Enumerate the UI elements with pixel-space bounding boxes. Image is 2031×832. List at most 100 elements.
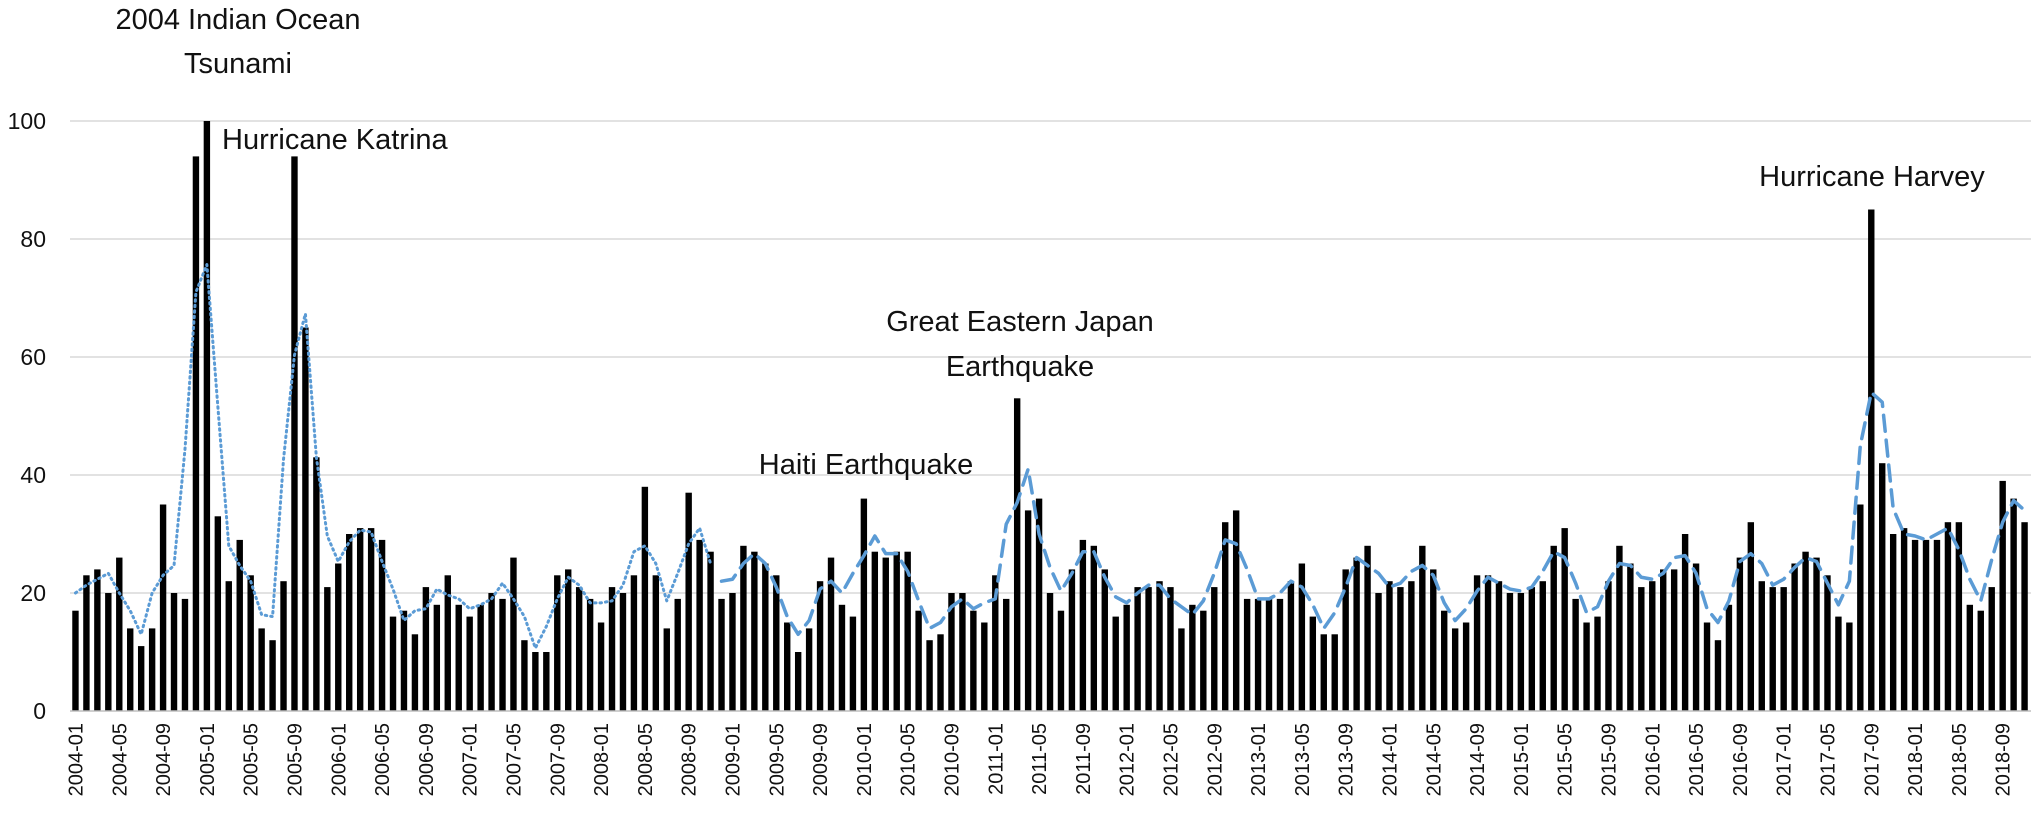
bar	[181, 598, 189, 711]
x-tick-label: 2010-09	[941, 723, 963, 796]
bar	[1112, 616, 1119, 711]
bar	[236, 539, 243, 711]
bar	[1024, 510, 1032, 711]
bar	[324, 587, 331, 711]
x-tick-label: 2012-09	[1204, 723, 1226, 796]
bar	[83, 575, 90, 711]
bar	[1386, 581, 1393, 711]
x-tick-label: 2009-09	[810, 723, 832, 796]
x-tick-label: 2010-01	[854, 723, 876, 796]
bar	[1769, 587, 1776, 711]
bar	[1966, 604, 1974, 711]
bar	[1605, 581, 1612, 711]
bar	[105, 593, 112, 711]
bar	[926, 640, 933, 711]
x-tick-label: 2008-09	[679, 723, 701, 796]
bar	[630, 575, 638, 711]
bar	[1539, 581, 1546, 711]
bar	[1232, 510, 1240, 711]
x-tick-label: 2006-09	[416, 723, 438, 796]
bar	[1802, 551, 1809, 711]
x-tick-label: 2007-09	[547, 723, 569, 796]
bar	[784, 622, 791, 711]
x-tick-label: 2004-05	[109, 723, 131, 796]
bar	[488, 593, 495, 711]
bar	[378, 539, 386, 711]
bar	[313, 457, 320, 711]
bar	[116, 557, 123, 711]
bar	[1660, 569, 1667, 711]
bar	[72, 610, 79, 711]
bar	[214, 516, 222, 711]
bar	[1561, 528, 1568, 711]
bar	[499, 598, 506, 711]
bar	[1824, 575, 1831, 711]
bar	[170, 593, 178, 711]
bar	[1068, 569, 1076, 711]
x-tick-label: 2016-09	[1730, 723, 1752, 796]
bar	[674, 598, 681, 711]
bar	[1846, 622, 1853, 711]
bar	[1627, 563, 1634, 711]
bar	[1408, 581, 1415, 711]
annotation-japan-line1: Great Eastern Japan	[886, 306, 1154, 338]
bar	[1178, 628, 1185, 711]
bar	[1441, 610, 1448, 711]
bar	[805, 628, 813, 711]
bar	[1638, 587, 1645, 711]
bar	[532, 652, 539, 711]
bar	[302, 327, 309, 711]
bar	[510, 557, 517, 711]
bar	[959, 593, 966, 711]
bar	[1451, 628, 1459, 711]
bar	[1879, 463, 1886, 711]
bar	[597, 622, 605, 711]
bar	[882, 557, 889, 711]
trend-line-dotted	[73, 263, 713, 650]
bar	[1725, 604, 1733, 711]
bar	[137, 646, 145, 711]
x-tick-label: 2013-01	[1248, 723, 1270, 796]
bar	[1134, 587, 1141, 711]
bar	[970, 610, 977, 711]
bar	[816, 581, 824, 711]
bar	[652, 575, 660, 711]
bar	[422, 587, 430, 711]
bar	[1211, 587, 1218, 711]
bar	[794, 652, 802, 711]
x-tick-label: 2008-05	[635, 723, 657, 796]
bar	[1473, 575, 1481, 711]
bar	[641, 486, 649, 711]
bar	[225, 581, 232, 711]
x-tick-label: 2005-05	[241, 723, 263, 796]
bar	[455, 604, 462, 711]
bar	[1057, 610, 1065, 711]
bar	[192, 156, 200, 711]
x-tick-label: 2014-05	[1423, 723, 1445, 796]
bar	[1079, 539, 1087, 711]
bar	[1889, 534, 1897, 711]
bar	[685, 492, 692, 711]
bar	[1287, 581, 1295, 711]
bar	[521, 640, 528, 711]
bar	[1528, 587, 1536, 711]
bar	[444, 575, 451, 711]
bar	[148, 628, 156, 711]
bar	[389, 616, 397, 711]
bar	[707, 551, 714, 711]
y-tick-label: 80	[20, 226, 46, 252]
bar	[1900, 528, 1908, 711]
annotation-haiti: Haiti Earthquake	[759, 449, 973, 481]
x-tick-label: 2004-09	[153, 723, 175, 796]
bar	[586, 598, 594, 711]
y-axis: 0 20 40 60 80 100	[8, 108, 46, 724]
bar	[1791, 563, 1798, 711]
bar	[1988, 587, 1995, 711]
bar	[2021, 522, 2028, 711]
bar	[1309, 616, 1317, 711]
bar	[948, 593, 955, 711]
bar	[663, 628, 670, 711]
bar	[1013, 398, 1021, 711]
bar	[575, 587, 583, 711]
bar	[543, 652, 550, 711]
